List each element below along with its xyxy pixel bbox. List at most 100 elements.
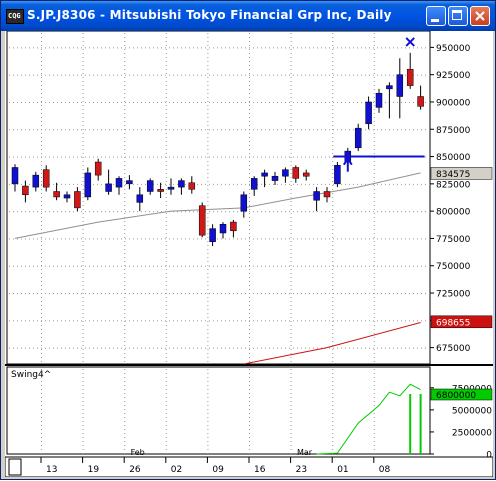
gridline-dot bbox=[245, 156, 246, 158]
gridline-dot bbox=[41, 113, 42, 114]
gridline-dot bbox=[413, 47, 414, 49]
gridline-dot bbox=[41, 133, 42, 134]
gridline-dot bbox=[369, 265, 370, 267]
gridline-dot bbox=[332, 425, 334, 426]
gridline-dot bbox=[333, 265, 334, 267]
gridline-dot bbox=[290, 369, 292, 370]
gridline-dot bbox=[93, 211, 94, 213]
gridline-dot bbox=[425, 211, 426, 213]
chart-area[interactable]: 950000 925000 900000 875000 850000 825000 8000… bbox=[4, 30, 494, 478]
gridline-dot bbox=[233, 320, 234, 322]
gridline-dot bbox=[285, 238, 286, 240]
gridline-dot bbox=[361, 183, 362, 185]
gridline-dot bbox=[165, 441, 167, 442]
gridline-dot bbox=[207, 325, 209, 326]
gridline-dot bbox=[97, 183, 98, 185]
gridline-dot bbox=[273, 347, 274, 349]
gridline-dot bbox=[421, 347, 422, 349]
gridline-dot bbox=[373, 183, 374, 185]
candle-up bbox=[240, 194, 248, 212]
gridline-dot bbox=[82, 77, 84, 78]
gridline-dot bbox=[385, 183, 386, 185]
time-axis-label: 16 bbox=[254, 465, 266, 475]
gridline-dot bbox=[53, 156, 54, 158]
gridline-dot bbox=[293, 74, 294, 76]
swing-panel[interactable] bbox=[6, 366, 431, 455]
gridline-dot bbox=[209, 320, 210, 322]
gridline-dot bbox=[249, 265, 250, 267]
gridline-dot bbox=[317, 47, 318, 49]
gridline-dot bbox=[165, 213, 167, 214]
gridline-dot bbox=[113, 211, 114, 213]
gridline-dot bbox=[332, 281, 334, 282]
gridline-dot bbox=[249, 74, 250, 76]
gridline-dot bbox=[124, 165, 126, 166]
gridline-dot bbox=[45, 101, 46, 103]
gridline-dot bbox=[221, 265, 222, 267]
title-bar[interactable]: CQG S.JP.J8306 - Mitsubishi Tokyo Financ… bbox=[1, 1, 495, 31]
gridline-dot bbox=[305, 211, 306, 213]
gridline-dot bbox=[421, 265, 422, 267]
gridline-dot bbox=[373, 129, 375, 130]
candle-up bbox=[396, 74, 404, 97]
gridline-dot bbox=[124, 225, 126, 226]
gridline-dot bbox=[321, 265, 322, 267]
gridline-dot bbox=[165, 449, 167, 450]
gridline-dot bbox=[165, 417, 167, 418]
close-button[interactable] bbox=[470, 6, 490, 26]
candle-up bbox=[167, 186, 175, 190]
gridline-dot bbox=[373, 53, 375, 54]
gridline-dot bbox=[393, 238, 394, 240]
gridline-dot bbox=[241, 129, 242, 131]
gridline-dot bbox=[137, 101, 138, 103]
gridline-dot bbox=[37, 238, 38, 240]
gridline-dot bbox=[189, 156, 190, 158]
price-chart-svg[interactable]: 9500009250009000008750008500008250008000… bbox=[4, 30, 494, 478]
gridline-dot bbox=[401, 211, 402, 213]
gridline-dot bbox=[373, 145, 375, 146]
gridline-dot bbox=[281, 47, 282, 49]
gridline-dot bbox=[213, 101, 214, 103]
minimize-button[interactable] bbox=[426, 6, 446, 26]
gridline-dot bbox=[185, 238, 186, 240]
gridline-dot bbox=[249, 233, 250, 234]
gridline-dot bbox=[124, 101, 126, 102]
gridline-dot bbox=[421, 183, 422, 185]
gridline-dot bbox=[82, 177, 84, 178]
gridline-dot bbox=[377, 183, 378, 185]
gridline-dot bbox=[41, 347, 42, 349]
gridline-dot bbox=[290, 177, 292, 178]
gridline-dot bbox=[41, 321, 42, 322]
gridline-dot bbox=[321, 211, 322, 213]
gridline-dot bbox=[61, 347, 62, 349]
gridline-dot bbox=[177, 156, 178, 158]
gridline-dot bbox=[82, 53, 84, 54]
gridline-dot bbox=[417, 47, 418, 49]
gridline-dot bbox=[109, 347, 110, 349]
gridline-dot bbox=[321, 47, 322, 49]
gridline-dot bbox=[289, 265, 290, 267]
gridline-dot bbox=[124, 117, 126, 118]
gridline-dot bbox=[332, 89, 334, 90]
gridline-dot bbox=[413, 74, 414, 76]
gridline-dot bbox=[357, 74, 358, 76]
gridline-dot bbox=[207, 281, 209, 282]
gridline-dot bbox=[207, 181, 209, 182]
gridline-dot bbox=[417, 129, 418, 131]
gridline-dot bbox=[361, 238, 362, 240]
price-panel[interactable] bbox=[6, 30, 431, 365]
gridline-dot bbox=[29, 265, 30, 267]
gridline-dot bbox=[61, 183, 62, 185]
maximize-button[interactable] bbox=[448, 6, 468, 26]
candle-down bbox=[198, 205, 206, 236]
gridline-dot bbox=[249, 305, 250, 306]
gridline-dot bbox=[145, 238, 146, 240]
gridline-dot bbox=[57, 211, 58, 213]
gridline-dot bbox=[249, 273, 250, 274]
gridline-dot bbox=[97, 265, 98, 267]
time-axis-scroll-box[interactable] bbox=[8, 458, 22, 476]
gridline-dot bbox=[41, 77, 42, 78]
gridline-dot bbox=[209, 47, 210, 49]
gridline-dot bbox=[290, 181, 292, 182]
gridline-dot bbox=[82, 281, 84, 282]
